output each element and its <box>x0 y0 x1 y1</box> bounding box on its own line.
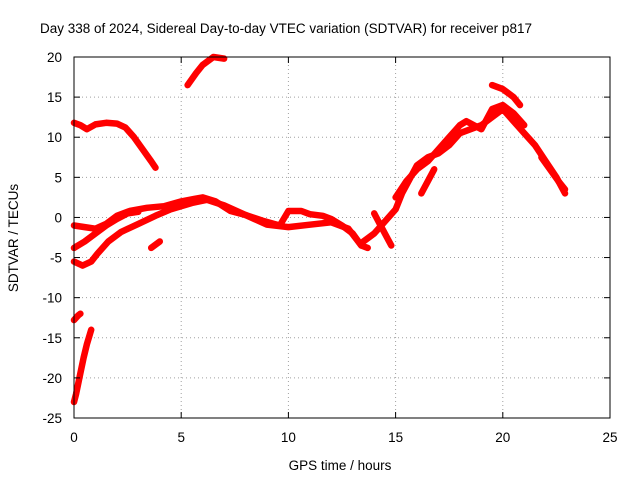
series-arc-steep <box>70 326 95 406</box>
x-tick-label: 15 <box>388 430 403 445</box>
series-arc-bottom-left <box>70 310 84 324</box>
series-arc-fall-mid <box>418 166 438 197</box>
axis-ticks: 0 5 10 15 20 25 -25 -20 -15 -10 -5 0 5 10 15 20 <box>42 50 617 445</box>
series-arc-small-dash <box>147 238 164 252</box>
y-tick-label: -15 <box>42 331 62 346</box>
y-tick-label: 15 <box>47 90 62 105</box>
series-arc-peak-drop <box>538 154 569 193</box>
y-tick-label: 20 <box>47 50 62 65</box>
y-tick-label: 10 <box>47 130 62 145</box>
y-tick-label: -20 <box>42 371 62 386</box>
y-tick-label: -25 <box>42 411 62 426</box>
series-arc-peak <box>488 81 524 109</box>
plot-frame <box>73 56 611 419</box>
y-axis-label: SDTVAR / TECUs <box>6 184 21 293</box>
y-tick-label: 0 <box>54 210 62 225</box>
y-tick-label: -5 <box>50 251 62 266</box>
series-arc-mid-low <box>70 196 371 269</box>
series-arc-left-inner <box>70 208 142 252</box>
x-tick-label: 20 <box>495 430 510 445</box>
chart-title: Day 338 of 2024, Sidereal Day-to-day VTE… <box>40 21 532 36</box>
x-tick-label: 10 <box>281 430 296 445</box>
series-arc-high-start <box>70 119 159 171</box>
x-tick-label: 0 <box>70 430 78 445</box>
y-tick-label: 5 <box>54 170 62 185</box>
series-arc-dip <box>370 210 395 249</box>
grid-lines <box>74 57 610 418</box>
series-arc-rise <box>360 105 569 245</box>
x-axis-label: GPS time / hours <box>289 458 392 473</box>
series-arc-rise-upper <box>392 101 528 201</box>
x-tick-label: 5 <box>177 430 185 445</box>
data-series-layer <box>70 53 569 406</box>
y-tick-label: -10 <box>42 291 62 306</box>
series-arc-top <box>184 53 228 89</box>
x-tick-label: 25 <box>602 430 617 445</box>
